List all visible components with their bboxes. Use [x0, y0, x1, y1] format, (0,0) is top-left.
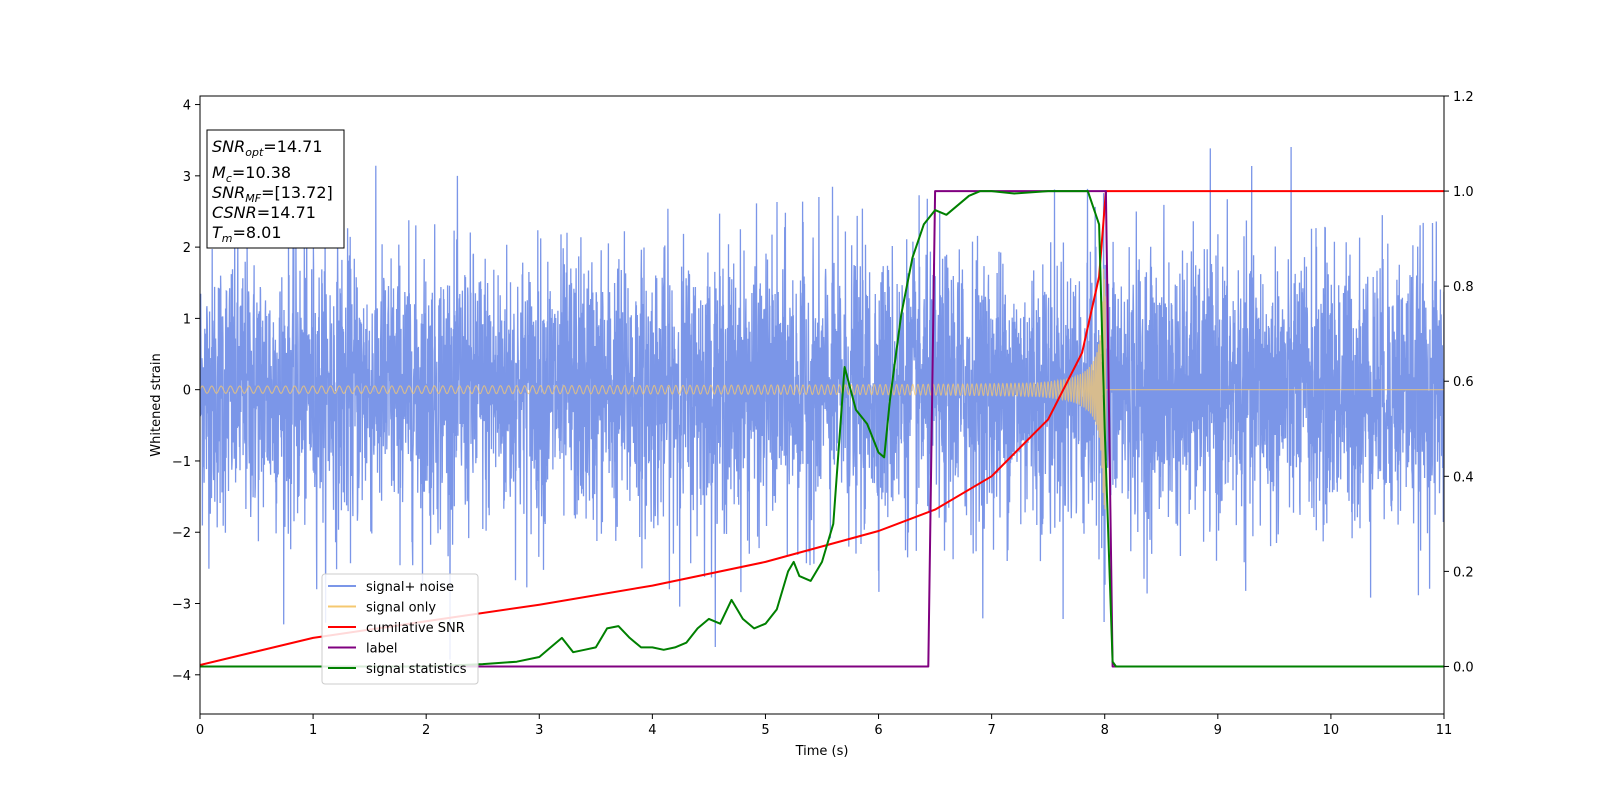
x-tick-label: 6	[874, 723, 882, 738]
series-line-signal-only	[200, 268, 1444, 510]
y2-tick-label: 0.2	[1453, 565, 1474, 580]
x-tick-label: 0	[196, 723, 204, 738]
y2-tick-label: 0.6	[1453, 375, 1474, 390]
y-tick-label: −4	[172, 669, 191, 684]
y2-tick-label: 1.2	[1453, 90, 1474, 105]
legend-label: label	[366, 642, 397, 657]
x-tick-label: 4	[648, 723, 656, 738]
y-tick-label: −2	[172, 526, 191, 541]
x-tick-label: 8	[1101, 723, 1109, 738]
x-tick-label: 10	[1323, 723, 1340, 738]
y2-tick-label: 0.8	[1453, 280, 1474, 295]
info-line: Mc=10.38	[212, 163, 291, 185]
y-tick-label: −1	[172, 455, 191, 470]
legend-frame	[321, 573, 479, 685]
x-tick-label: 9	[1214, 723, 1222, 738]
legend-label: cumilative SNR	[366, 621, 465, 636]
plot-frame	[199, 95, 1445, 715]
legend-label: signal+ noise	[366, 580, 454, 595]
legend: signal+ noise signal only cumilative SNR la…	[321, 573, 479, 685]
y-tick-label: 2	[183, 241, 191, 256]
info-box-frame	[206, 129, 345, 249]
info-line: SNRMF=[13.72]	[212, 183, 333, 205]
info-line: SNRopt=14.71	[212, 137, 323, 159]
x-tick-label: 2	[422, 723, 430, 738]
y2-tick-label: 0.4	[1453, 470, 1474, 485]
series-line-signal-statistics	[200, 190, 1444, 668]
series-line-signal-plus-noise	[200, 146, 1444, 660]
y-tick-label: −3	[172, 598, 191, 613]
ticks-layer: 0 1 2 3 4 5 6 7 8 9 10 1143210−1−2−3−41.21.00.80.60…	[172, 90, 1474, 738]
y2-tick-label: 0.0	[1453, 660, 1474, 675]
legend-label: signal only	[366, 601, 436, 616]
y2-tick-label: 1.0	[1453, 185, 1474, 200]
y-tick-label: 4	[183, 99, 191, 114]
x-axis-label: Time (s)	[795, 744, 849, 759]
y-tick-label: 1	[183, 312, 191, 327]
x-tick-label: 3	[535, 723, 543, 738]
y-tick-label: 0	[183, 384, 191, 399]
y-axis-label: Whitened strain	[149, 353, 164, 456]
y-tick-label: 3	[183, 170, 191, 185]
x-tick-label: 1	[309, 723, 317, 738]
info-box: SNRopt=14.71 Mc=10.38SNRMF=[13.72]CSNR=14…	[206, 129, 345, 249]
x-tick-label: 7	[987, 723, 995, 738]
info-line: CSNR=14.71	[212, 203, 316, 222]
legend-label: signal statistics	[366, 662, 467, 677]
info-line: Tm=8.01	[212, 223, 282, 245]
x-tick-label: 5	[761, 723, 769, 738]
x-tick-label: 11	[1436, 723, 1453, 738]
